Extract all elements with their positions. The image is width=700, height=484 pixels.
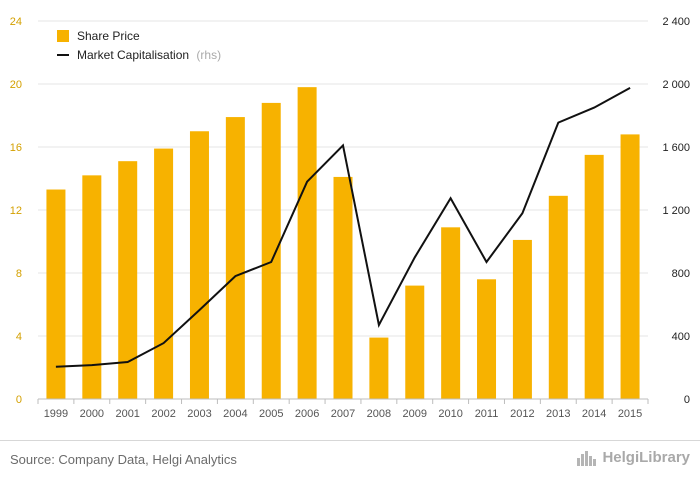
source-note: Source: Company Data, Helgi Analytics — [10, 452, 237, 467]
bar-share-price — [620, 134, 640, 399]
x-tick-label: 2015 — [618, 408, 642, 420]
x-axis: 1999 2000 2001 2002 2003 2004 2005 2006 2007 2008… — [37, 398, 649, 420]
left-axis: 0 4 8 12 16 20 24 — [10, 16, 22, 406]
bar-share-price — [548, 195, 568, 399]
legend-label-market-cap-name: Market Capitalisation — [77, 48, 189, 62]
line-market-cap — [55, 87, 631, 368]
y-left-tick-label: 16 — [10, 142, 22, 154]
bar-share-price — [441, 227, 461, 399]
bar-share-price — [405, 285, 425, 399]
y-right-tick-label: 2 400 — [662, 16, 690, 28]
bar-share-price — [477, 279, 497, 399]
bar-share-price — [82, 175, 102, 399]
x-tick-label: 2003 — [187, 408, 211, 420]
legend-label-market-cap: Market Capitalisation (rhs) — [77, 48, 221, 62]
bar-share-price — [584, 154, 604, 399]
city-skyline-icon — [577, 450, 597, 466]
legend: Share Price Market Capitalisation (rhs) — [57, 29, 221, 62]
x-tick-label: 1999 — [44, 408, 68, 420]
bar-share-price — [225, 117, 245, 399]
bar-share-price — [297, 87, 317, 400]
x-tick-label: 2005 — [259, 408, 283, 420]
right-axis: 0 400 800 1 200 1 600 2 000 2 400 — [662, 16, 690, 406]
x-tick-label: 2008 — [367, 408, 391, 420]
x-tick-label: 2012 — [510, 408, 534, 420]
x-tick-label: 2013 — [546, 408, 570, 420]
y-left-tick-label: 4 — [16, 331, 22, 343]
bar-share-price — [118, 161, 138, 399]
y-left-tick-label: 12 — [10, 205, 22, 217]
legend-label-share-price: Share Price — [77, 29, 140, 43]
share-price-bars — [46, 87, 640, 400]
bar-share-price — [154, 148, 174, 399]
bar-share-price — [261, 102, 281, 400]
bar-share-price — [189, 131, 209, 399]
y-right-tick-label: 800 — [672, 268, 690, 280]
y-left-tick-label: 20 — [10, 79, 22, 91]
y-left-tick-label: 8 — [16, 268, 22, 280]
y-right-tick-label: 0 — [684, 394, 690, 406]
brand-logo: HelgiLibrary — [576, 449, 690, 466]
brand-name: HelgiLibrary — [602, 449, 690, 466]
x-tick-label: 2010 — [438, 408, 462, 420]
x-tick-label: 2011 — [475, 408, 499, 420]
bar-share-price — [46, 189, 66, 399]
y-right-tick-label: 400 — [672, 331, 690, 343]
x-tick-label: 2007 — [331, 408, 355, 420]
y-left-tick-label: 0 — [16, 394, 22, 406]
y-left-tick-label: 24 — [10, 16, 22, 28]
market-cap-line — [55, 87, 631, 368]
footer: Source: Company Data, Helgi Analytics He… — [0, 440, 700, 484]
bar-share-price — [512, 239, 532, 399]
legend-swatch-share-price — [57, 30, 69, 42]
x-tick-label: 2000 — [80, 408, 104, 420]
x-tick-label: 2004 — [223, 408, 247, 420]
x-tick-label: 2006 — [295, 408, 319, 420]
y-right-tick-label: 1 200 — [662, 205, 690, 217]
bar-share-price — [333, 176, 353, 399]
x-tick-label: 2002 — [151, 408, 175, 420]
bar-share-price — [369, 337, 389, 399]
y-right-tick-label: 2 000 — [662, 79, 690, 91]
x-tick-label: 2014 — [582, 408, 606, 420]
legend-label-market-cap-note: (rhs) — [196, 48, 221, 62]
y-right-tick-label: 1 600 — [662, 142, 690, 154]
x-tick-label: 2009 — [403, 408, 427, 420]
x-tick-label: 2001 — [115, 408, 139, 420]
